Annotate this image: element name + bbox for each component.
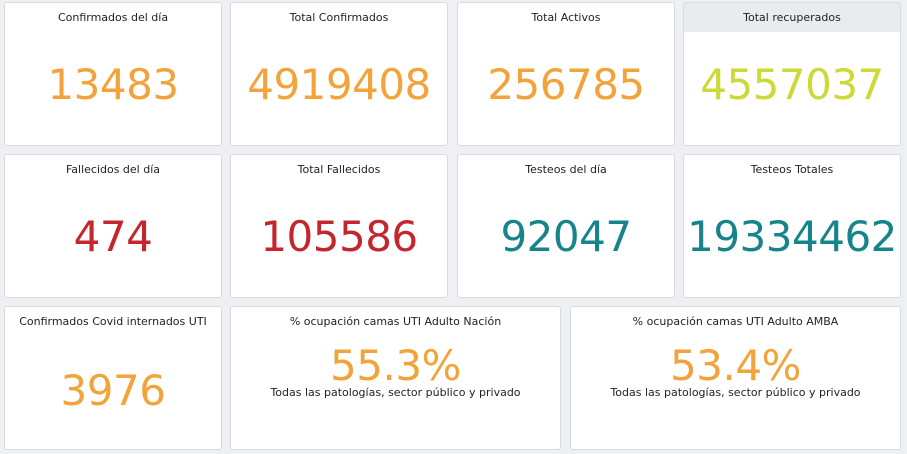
panel-total-activos[interactable]: Total Activos 256785 xyxy=(457,2,675,146)
panel-total-confirmados[interactable]: Total Confirmados 4919408 xyxy=(230,2,448,146)
stat-subtitle: Todas las patologías, sector público y p… xyxy=(270,386,521,399)
panel-testeos-del-dia[interactable]: Testeos del día 92047 xyxy=(457,154,675,298)
panel-title[interactable]: Total Activos xyxy=(531,11,601,24)
stat-value: 4557037 xyxy=(700,60,884,109)
panel-fallecidos-del-dia[interactable]: Fallecidos del día 474 xyxy=(4,154,222,298)
panel-title[interactable]: Testeos del día xyxy=(525,163,607,176)
stat-value: 13483 xyxy=(47,60,179,109)
panel-total-recuperados[interactable]: Total recuperados 4557037 xyxy=(683,2,901,146)
stat-subtitle: Todas las patologías, sector público y p… xyxy=(610,386,861,399)
panel-confirmados-del-dia[interactable]: Confirmados del día 13483 xyxy=(4,2,222,146)
stat-value: 53.4% xyxy=(670,341,801,390)
stat-value: 55.3% xyxy=(330,341,461,390)
stat-value: 19334462 xyxy=(687,212,897,261)
stat-value: 474 xyxy=(73,212,153,261)
panel-title[interactable]: % ocupación camas UTI Adulto AMBA xyxy=(632,315,839,328)
panel-title[interactable]: % ocupación camas UTI Adulto Nación xyxy=(289,315,502,328)
stat-value: 92047 xyxy=(500,212,632,261)
stat-value: 105586 xyxy=(260,212,418,261)
panel-testeos-totales[interactable]: Testeos Totales 19334462 xyxy=(683,154,901,298)
panel-title[interactable]: Total recuperados xyxy=(684,3,900,32)
panel-title[interactable]: Total Fallecidos xyxy=(297,163,381,176)
panel-total-fallecidos[interactable]: Total Fallecidos 105586 xyxy=(230,154,448,298)
panel-title[interactable]: Testeos Totales xyxy=(750,163,834,176)
panel-title[interactable]: Total Confirmados xyxy=(289,11,389,24)
panel-title[interactable]: Confirmados Covid internados UTI xyxy=(19,315,207,328)
panel-ocupacion-uti-amba[interactable]: % ocupación camas UTI Adulto AMBA 53.4% … xyxy=(570,306,901,450)
panel-internados-uti[interactable]: Confirmados Covid internados UTI 3976 xyxy=(4,306,222,450)
stat-value: 256785 xyxy=(487,60,645,109)
stat-value: 3976 xyxy=(60,366,166,415)
panel-title[interactable]: Fallecidos del día xyxy=(65,163,161,176)
panel-title[interactable]: Confirmados del día xyxy=(57,11,169,24)
panel-ocupacion-uti-nacion[interactable]: % ocupación camas UTI Adulto Nación 55.3… xyxy=(230,306,561,450)
stat-value: 4919408 xyxy=(247,60,431,109)
